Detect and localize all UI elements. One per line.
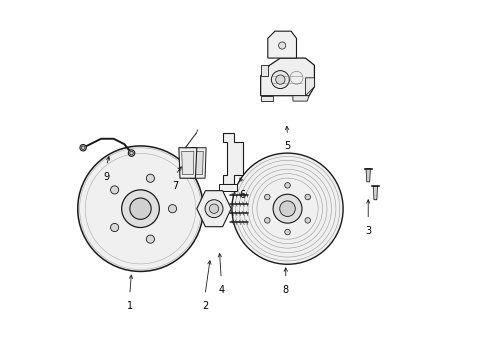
Polygon shape xyxy=(223,134,242,184)
Circle shape xyxy=(146,174,154,182)
Text: 4: 4 xyxy=(218,285,224,295)
Text: 5: 5 xyxy=(284,141,290,151)
Circle shape xyxy=(305,194,310,200)
Circle shape xyxy=(110,186,119,194)
Circle shape xyxy=(279,201,295,216)
Circle shape xyxy=(278,42,285,49)
Polygon shape xyxy=(219,184,237,191)
Polygon shape xyxy=(196,191,231,227)
Circle shape xyxy=(284,229,290,235)
Text: 2: 2 xyxy=(202,301,208,311)
Polygon shape xyxy=(260,65,267,76)
Circle shape xyxy=(129,151,133,155)
Circle shape xyxy=(80,144,86,151)
Circle shape xyxy=(209,204,218,213)
Polygon shape xyxy=(260,96,273,101)
Text: 8: 8 xyxy=(282,285,288,295)
Text: 1: 1 xyxy=(126,301,133,311)
Circle shape xyxy=(271,71,289,89)
Circle shape xyxy=(81,146,85,149)
Circle shape xyxy=(204,200,223,218)
Circle shape xyxy=(78,146,203,271)
Polygon shape xyxy=(366,168,369,182)
Circle shape xyxy=(122,190,159,228)
Circle shape xyxy=(168,204,176,213)
Circle shape xyxy=(264,217,269,223)
Text: 7: 7 xyxy=(172,181,179,191)
Circle shape xyxy=(284,183,290,188)
Polygon shape xyxy=(192,151,203,175)
Circle shape xyxy=(110,224,119,231)
Circle shape xyxy=(231,153,343,264)
Polygon shape xyxy=(267,31,296,58)
Text: 3: 3 xyxy=(365,226,370,235)
Polygon shape xyxy=(182,151,194,175)
Text: 9: 9 xyxy=(103,172,109,182)
Polygon shape xyxy=(260,58,314,96)
Circle shape xyxy=(272,194,302,223)
Polygon shape xyxy=(179,148,196,178)
Polygon shape xyxy=(190,148,206,178)
Circle shape xyxy=(264,194,269,200)
Polygon shape xyxy=(305,78,314,96)
Circle shape xyxy=(128,150,135,156)
Circle shape xyxy=(275,75,285,84)
Circle shape xyxy=(146,235,154,243)
Text: 6: 6 xyxy=(239,190,245,200)
Circle shape xyxy=(305,217,310,223)
Polygon shape xyxy=(372,186,377,200)
Polygon shape xyxy=(292,96,308,101)
Circle shape xyxy=(130,198,151,219)
